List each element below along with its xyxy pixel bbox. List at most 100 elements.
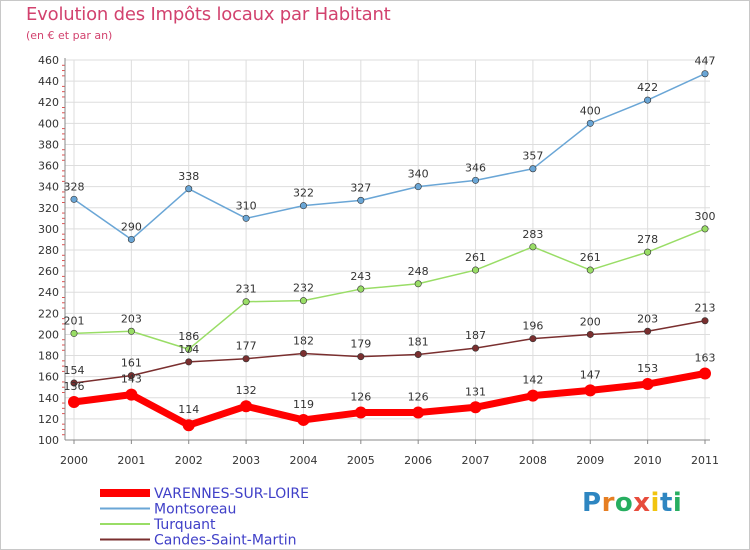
legend-label: Candes-Saint-Martin [154,533,297,549]
logo-letter: i [650,488,660,518]
y-tick-label: 340 [38,181,59,194]
chart-subtitle: (en € et par an) [26,29,113,42]
data-point [242,214,250,222]
data-label: 186 [178,330,199,343]
y-tick-label: 200 [38,328,59,341]
data-point [472,344,480,352]
data-label: 132 [236,384,257,397]
data-point [586,119,594,127]
data-point [70,379,78,387]
y-tick-label: 100 [38,434,59,447]
data-label: 142 [522,374,543,387]
data-label: 213 [695,302,716,315]
y-tick-label: 160 [38,371,59,384]
x-tick-label: 2003 [232,454,260,467]
data-label: 278 [637,233,658,246]
y-tick-label: 300 [38,223,59,236]
data-point [185,185,193,193]
data-point [357,353,365,361]
x-tick-label: 2005 [347,454,375,467]
data-point [354,406,367,419]
y-tick-label: 320 [38,202,59,215]
data-label: 161 [121,357,142,370]
data-point [299,202,307,210]
legend-label: Turquant [153,517,216,533]
data-label-layer: 328 290 338 310 322 327 340 346 357 400 422 447 201 2… [64,55,716,417]
data-point [641,378,654,391]
data-label: 447 [695,55,716,68]
data-label: 163 [695,352,716,365]
data-label: 143 [121,373,142,386]
data-label: 196 [522,320,543,333]
data-label: 126 [408,391,429,404]
data-label: 182 [293,334,314,347]
grid-layer [65,59,710,441]
data-point [644,327,652,335]
data-label: 300 [695,210,716,223]
data-label: 232 [293,282,314,295]
legend: VARENNES-SUR-LOIREMontsoreauTurquantCand… [100,486,309,549]
data-point [699,367,711,380]
logo-letter: o [614,488,634,518]
data-point [414,183,422,191]
legend-label: Montsoreau [154,502,236,518]
data-point [185,358,193,366]
data-label: 203 [121,312,142,325]
data-point [644,96,652,104]
data-label: 187 [465,329,486,342]
y-tick-label: 400 [38,117,59,130]
data-point [297,413,310,426]
x-tick-label: 2008 [519,454,547,467]
data-label: 327 [350,181,371,194]
data-label: 200 [580,315,601,328]
logo-letter: r [601,488,615,518]
data-point [185,345,193,353]
data-label: 340 [408,168,429,181]
y-tick-label: 260 [38,265,59,278]
data-label: 126 [350,391,371,404]
data-label: 203 [637,312,658,325]
x-tick-label: 2007 [462,454,490,467]
data-point [182,419,195,432]
data-point [701,70,709,78]
proxiti-logo: Proxiti [582,488,682,518]
data-point [357,285,365,293]
data-label: 114 [178,403,199,416]
data-point [357,196,365,204]
data-label: 131 [465,385,486,398]
data-label: 346 [465,161,486,174]
x-tick-label: 2010 [634,454,662,467]
data-point [529,165,537,173]
data-point [127,372,135,380]
data-label: 181 [408,336,429,349]
y-tick-label: 180 [38,350,59,363]
data-label: 147 [580,368,601,381]
y-tick-label: 280 [38,244,59,257]
logo-letter: i [672,488,683,518]
series-line-1 [73,73,706,241]
data-point [70,195,78,203]
data-point [584,384,597,397]
data-point [701,317,709,325]
y-tick-label: 220 [38,307,59,320]
x-tick-label: 2004 [289,454,317,467]
data-label: 179 [350,338,371,351]
data-point [68,396,80,408]
chart-title: Evolution des Impôts locaux par Habitant [26,4,391,25]
y-tick-label: 240 [38,286,59,299]
data-point [127,327,135,335]
data-label: 248 [408,265,429,278]
y-tick-label: 460 [38,54,59,67]
data-label: 283 [522,228,543,241]
series-line-0 [73,370,706,429]
data-label: 154 [64,364,85,377]
data-label: 328 [64,180,85,193]
x-tick-label: 2002 [175,454,203,467]
x-tick-label: 2001 [117,454,145,467]
data-label: 177 [236,340,257,353]
data-label: 136 [64,380,85,393]
y-tick-label: 380 [38,138,59,151]
x-tick-label: 2006 [404,454,432,467]
y-tick-label: 120 [38,413,59,426]
